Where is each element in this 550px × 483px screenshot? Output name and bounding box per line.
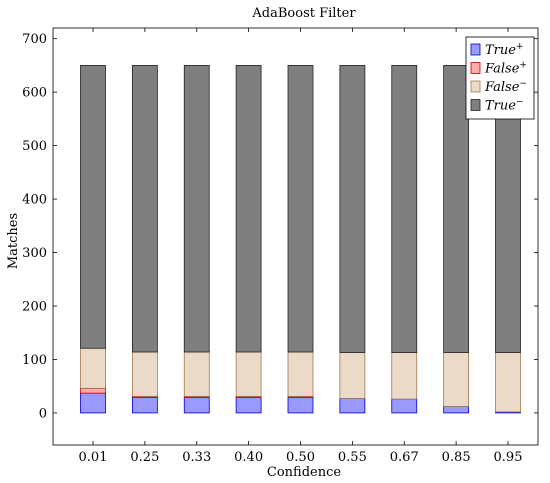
bar-segment-0-7: [443, 406, 470, 414]
legend: True+ False+ False− True−: [465, 36, 535, 120]
legend-label-0: True+: [485, 42, 524, 58]
bar-segment-3-3: [235, 65, 262, 353]
bar-segment-3-7: [443, 65, 470, 353]
bar-segment-3-2: [183, 65, 210, 353]
y-tick-label: 100: [22, 353, 47, 368]
bar-segment-0-5: [339, 398, 366, 414]
x-tick-label: 0.55: [338, 450, 367, 465]
x-tick-label: 0.01: [79, 450, 108, 465]
x-tick-label: 0.40: [234, 450, 263, 465]
bar-segment-2-6: [391, 352, 418, 400]
bar-segment-0-6: [391, 398, 418, 414]
bar-segment-2-2: [183, 351, 210, 397]
legend-swatch-3: [470, 99, 481, 111]
bar-segment-3-6: [391, 65, 418, 353]
bar-segment-0-3: [235, 397, 262, 414]
y-tick-label: 200: [22, 300, 47, 315]
legend-swatch-1: [470, 62, 481, 74]
y-tick-label: 500: [22, 139, 47, 154]
chart-title: AdaBoost Filter: [251, 6, 356, 21]
bar-segment-2-1: [131, 351, 158, 397]
x-tick-label: 0.95: [494, 450, 523, 465]
legend-swatch-0: [470, 43, 481, 56]
y-tick-label: 0: [39, 406, 47, 421]
x-tick-label: 0.67: [390, 450, 419, 465]
bar-segment-3-0: [80, 65, 106, 349]
bar-segment-2-4: [287, 351, 314, 397]
bar-segment-0-2: [183, 397, 210, 414]
bar-segment-1-0: [80, 387, 106, 394]
legend-swatch-2: [470, 80, 481, 93]
bar-segment-2-7: [443, 352, 470, 407]
y-tick-label: 300: [22, 246, 47, 261]
bar-segment-0-0: [80, 392, 106, 414]
legend-label-3: True−: [485, 98, 524, 114]
bar-segment-2-3: [235, 351, 262, 397]
y-tick-label: 700: [22, 32, 47, 47]
bar-segment-3-4: [287, 65, 314, 353]
plot-area: 0 100 200 300 400 500 600 700 0.01 0.25 0.33 0.40 0.…: [22, 27, 539, 465]
legend-label-1: False+: [484, 61, 527, 77]
x-axis-label: Confidence: [267, 465, 341, 480]
x-tick-label: 0.50: [286, 450, 315, 465]
y-tick-label: 600: [22, 86, 47, 101]
x-tick-label: 0.85: [442, 450, 471, 465]
bar-segment-2-5: [339, 352, 366, 399]
x-tick-label: 0.33: [182, 450, 211, 465]
bar-segment-0-4: [287, 397, 314, 414]
bar-segment-3-5: [339, 65, 366, 353]
y-tick-label: 400: [22, 193, 47, 208]
bar-segment-3-1: [131, 65, 158, 353]
y-axis-label: Matches: [6, 213, 21, 269]
x-tick-label: 0.25: [130, 450, 159, 465]
bar-segment-2-8: [495, 352, 521, 413]
legend-label-2: False−: [484, 79, 527, 95]
plot-frame: [52, 27, 539, 446]
bar-segment-2-0: [80, 347, 106, 389]
bar-segment-0-1: [131, 397, 158, 414]
